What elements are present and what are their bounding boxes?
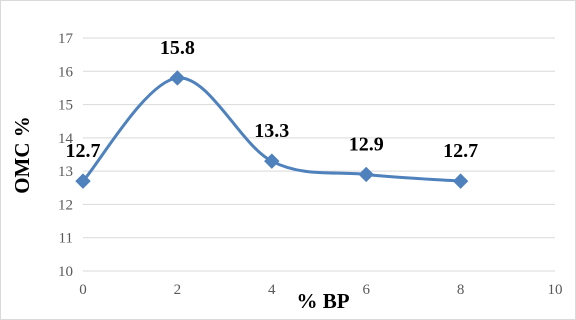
y-tick-label-12: 12 bbox=[58, 197, 73, 213]
data-label-3: 12.9 bbox=[349, 133, 384, 155]
data-point-marker-0 bbox=[75, 173, 91, 189]
data-markers bbox=[75, 70, 469, 189]
series-line-path bbox=[81, 76, 461, 183]
y-tick-label-16: 16 bbox=[58, 64, 74, 80]
data-label-0: 12.7 bbox=[66, 140, 101, 162]
data-labels: 12.7 15.8 13.3 12.9 12.7 bbox=[66, 37, 479, 162]
y-tick-label-10: 10 bbox=[58, 264, 73, 280]
series-line bbox=[81, 76, 461, 183]
data-point-marker-3 bbox=[358, 166, 374, 183]
y-tick-label-15: 15 bbox=[58, 98, 73, 114]
x-tick-label-2: 2 bbox=[174, 282, 182, 298]
data-label-1: 15.8 bbox=[160, 37, 195, 59]
x-tick-label-6: 6 bbox=[362, 282, 370, 298]
data-label-2: 13.3 bbox=[254, 120, 289, 142]
y-tick-label-17: 17 bbox=[58, 31, 74, 47]
y-tick-label-13: 13 bbox=[58, 164, 73, 180]
data-point-marker-1 bbox=[169, 70, 186, 86]
y-tick-label-14: 14 bbox=[58, 131, 74, 147]
data-point-marker-2 bbox=[264, 153, 280, 169]
x-tick-label-0: 0 bbox=[79, 282, 87, 298]
x-tick-label-4: 4 bbox=[268, 282, 276, 298]
y-tick-label-11: 11 bbox=[59, 231, 73, 247]
x-tick-label-10: 10 bbox=[548, 282, 563, 298]
axes: 10 11 12 13 14 15 16 17 0 2 4 6 8 10 bbox=[58, 31, 563, 298]
x-axis-title: % BP bbox=[296, 289, 349, 313]
y-axis-title: OMC % bbox=[10, 116, 34, 194]
data-point-marker-4 bbox=[452, 173, 469, 189]
x-tick-label-8: 8 bbox=[457, 282, 465, 298]
gridlines bbox=[83, 37, 555, 239]
data-label-4: 12.7 bbox=[443, 140, 478, 162]
